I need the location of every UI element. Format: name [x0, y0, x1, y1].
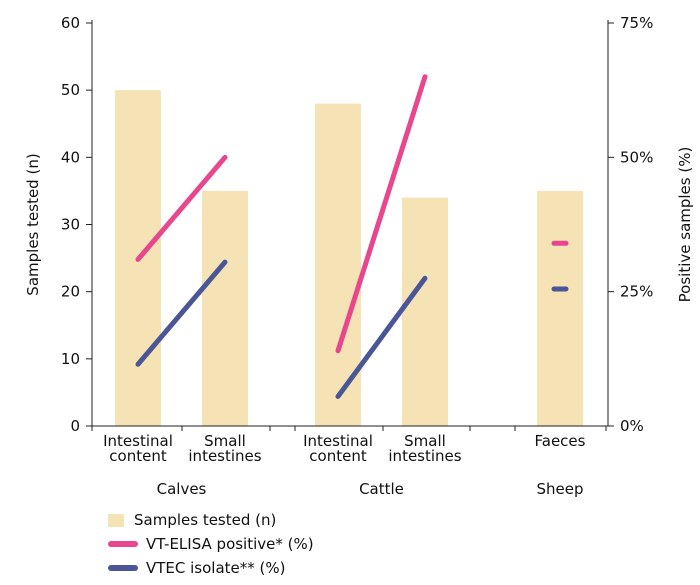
- legend-swatch-elisa: [108, 541, 138, 547]
- left-tick-label-4: 40: [61, 148, 80, 166]
- series-2-segment-1: [335, 275, 428, 399]
- left-tick-label-6: 60: [61, 14, 80, 32]
- category-label-0-line-1: content: [109, 447, 167, 465]
- category-label-1-line-1: intestines: [188, 447, 261, 465]
- legend-label-elisa: VT-ELISA positive* (%): [146, 535, 314, 553]
- legend-label-vtec: VTEC isolate** (%): [146, 559, 286, 577]
- category-label-4: Faeces: [535, 432, 586, 450]
- bars-layer: [115, 90, 583, 427]
- category-label-0: Intestinal content: [103, 432, 173, 465]
- right-tick-label-0: 0%: [620, 417, 644, 435]
- category-label-2-line-1: content: [309, 447, 367, 465]
- legend-swatch-vtec: [108, 565, 138, 571]
- series-1-segment-0: [135, 154, 228, 262]
- right-tick-label-2: 50%: [620, 148, 653, 166]
- category-label-2: Intestinal content: [303, 432, 373, 465]
- series-2-segment-0: [135, 259, 228, 367]
- series-1-segment-1: [335, 74, 428, 354]
- bar-3: [402, 197, 448, 426]
- left-tick-label-1: 10: [61, 350, 80, 368]
- category-label-3-line-0: Small: [404, 432, 446, 450]
- legend-label-samples: Samples tested (n): [134, 511, 277, 529]
- right-tick-label-1: 25%: [620, 283, 653, 301]
- legend-item-elisa: VT-ELISA positive* (%): [108, 532, 314, 556]
- category-label-1: Small intestines: [188, 432, 261, 465]
- category-label-1-line-0: Small: [204, 432, 246, 450]
- category-label-2-line-0: Intestinal: [303, 432, 373, 450]
- bar-4: [537, 190, 583, 426]
- category-label-4-line-0: Faeces: [535, 432, 586, 450]
- right-tick-label-3: 75%: [620, 14, 653, 32]
- category-label-3: Small intestines: [388, 432, 461, 465]
- axes-layer: [86, 20, 614, 431]
- group-label-2: Sheep: [536, 480, 583, 498]
- left-tick-label-5: 50: [61, 81, 80, 99]
- bar-1: [202, 190, 248, 426]
- legend: Samples tested (n) VT-ELISA positive* (%…: [108, 508, 314, 580]
- right-axis-title: Positive samples (%): [676, 147, 694, 303]
- left-tick-label-0: 0: [70, 417, 80, 435]
- group-label-1: Cattle: [359, 480, 404, 498]
- lines-layer: [135, 74, 569, 399]
- left-tick-label-2: 20: [61, 283, 80, 301]
- left-axis-title: Samples tested (n): [24, 153, 42, 295]
- legend-item-vtec: VTEC isolate** (%): [108, 556, 314, 580]
- category-label-0-line-0: Intestinal: [103, 432, 173, 450]
- legend-swatch-samples: [108, 513, 124, 527]
- category-label-3-line-1: intestines: [388, 447, 461, 465]
- legend-item-samples: Samples tested (n): [108, 508, 314, 532]
- left-tick-label-3: 30: [61, 216, 80, 234]
- group-label-0: Calves: [157, 480, 207, 498]
